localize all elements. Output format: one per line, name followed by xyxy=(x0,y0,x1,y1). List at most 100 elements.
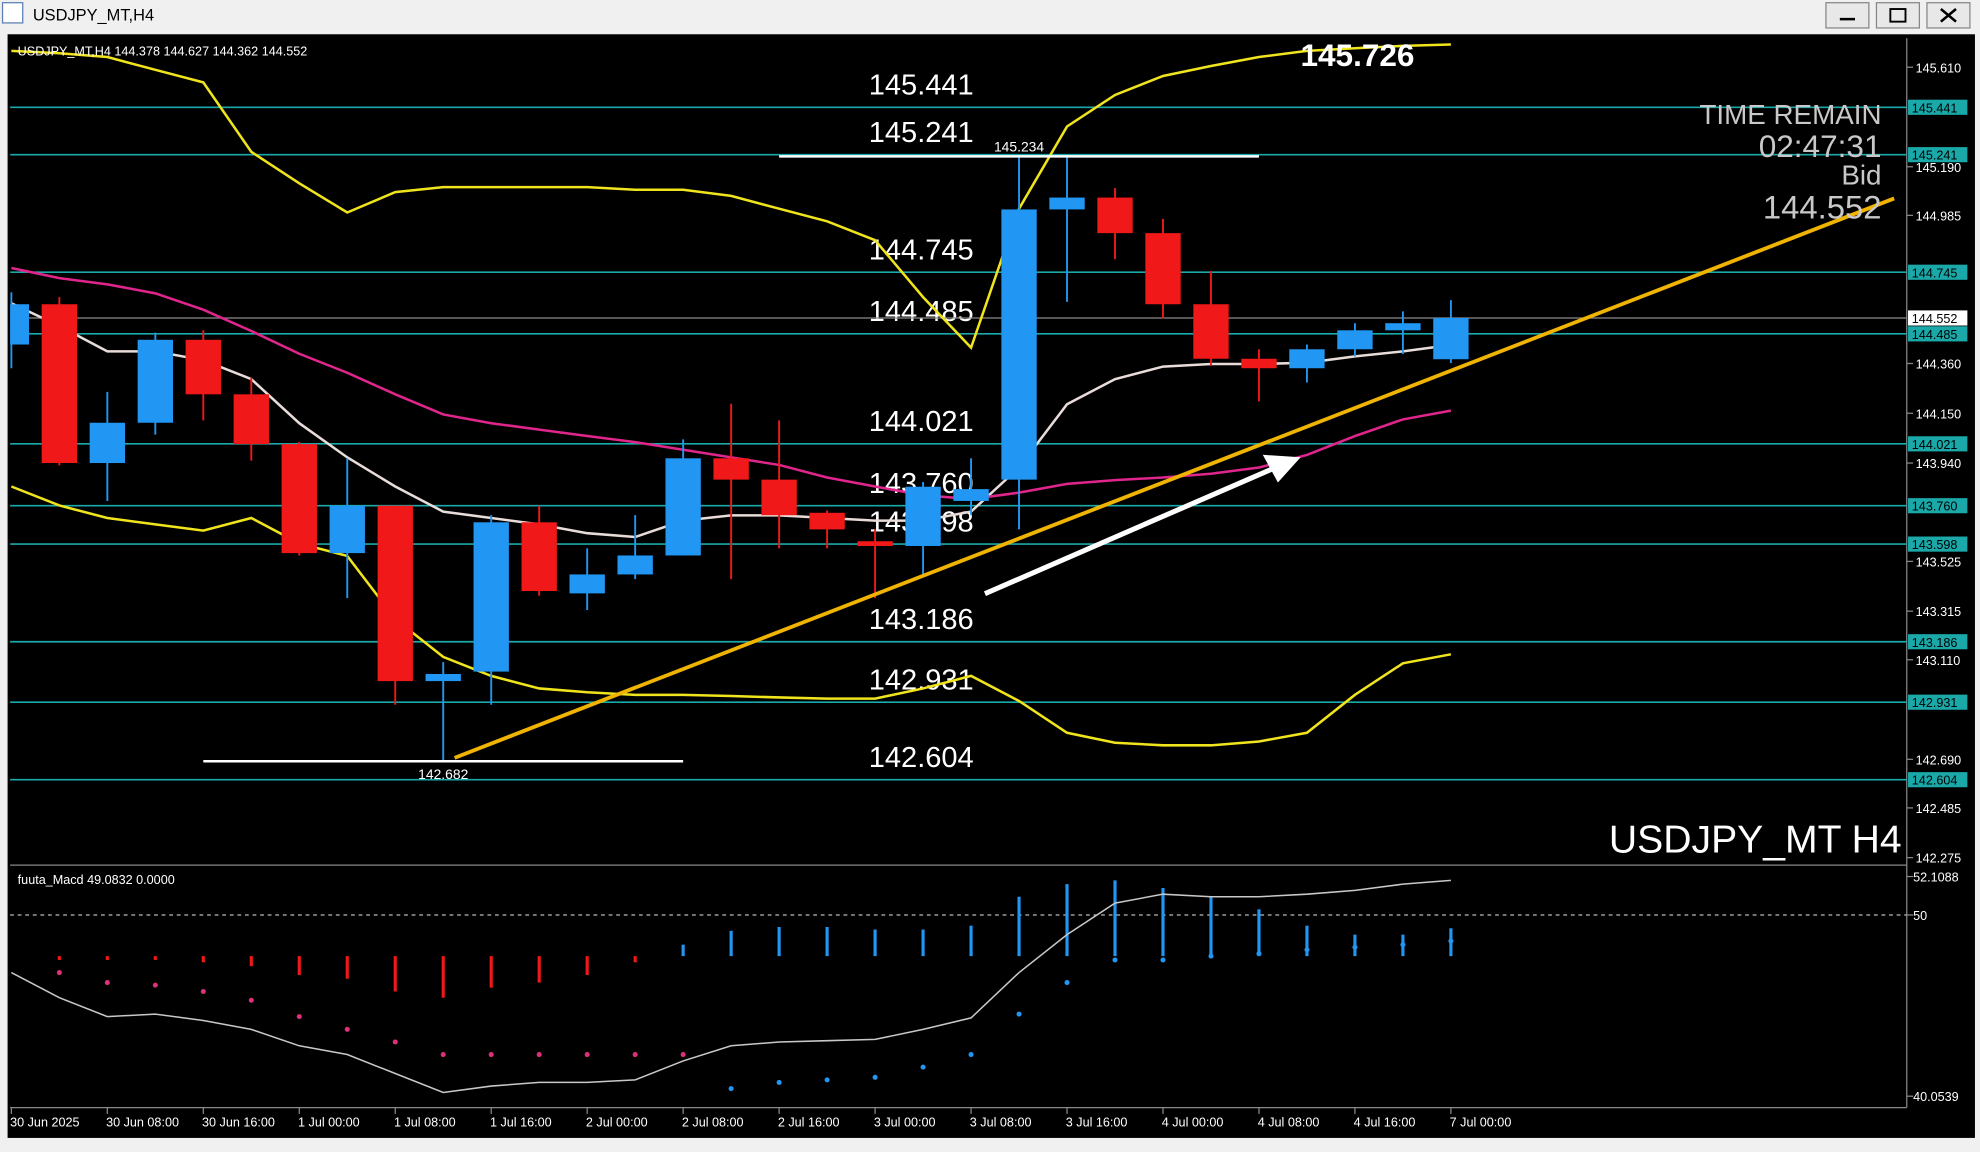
candle-body xyxy=(1097,197,1133,234)
y-tick-label: 142.690 xyxy=(1916,753,1962,767)
level-tag xyxy=(1908,634,1968,650)
x-tick-label: 1 Jul 00:00 xyxy=(298,1116,360,1130)
indicator-y-tick-label: 50 xyxy=(1913,909,1927,923)
candle-body xyxy=(953,489,989,501)
level-tag xyxy=(1908,99,1968,115)
candle-body xyxy=(1337,330,1373,350)
indicator-dot xyxy=(1304,947,1310,953)
level-tag-label: 142.604 xyxy=(1912,774,1958,788)
level-tag-label: 142.931 xyxy=(1912,696,1958,710)
bid-tag-label: 144.552 xyxy=(1912,312,1958,326)
level-tag xyxy=(1908,772,1968,788)
indicator-dot xyxy=(1160,957,1166,963)
indicator-dot xyxy=(680,1052,686,1058)
indicator-dot xyxy=(1016,1011,1022,1017)
level-label: 145.441 xyxy=(869,70,974,102)
indicator-dot xyxy=(1208,953,1214,959)
candle-body xyxy=(1001,209,1037,480)
candle-body xyxy=(761,479,797,516)
bid-label: Bid xyxy=(1841,160,1881,191)
y-tick-label: 144.360 xyxy=(1916,358,1962,372)
candle-body xyxy=(905,486,941,546)
candle-body xyxy=(857,541,893,546)
last-open: 144.378 xyxy=(114,45,160,59)
level-tag xyxy=(1908,264,1968,280)
indicator-dot xyxy=(1256,951,1262,957)
candle-body xyxy=(10,304,30,345)
level-label: 145.241 xyxy=(869,117,974,149)
candle-body xyxy=(569,574,605,594)
last-high: 144.627 xyxy=(164,45,210,59)
indicator-dot xyxy=(56,970,62,976)
candle-body xyxy=(89,422,126,464)
indicator-dot xyxy=(1112,957,1118,963)
last-close: 144.552 xyxy=(262,45,308,59)
candle-body xyxy=(1241,358,1277,369)
candle-body xyxy=(281,444,317,554)
bid-price: 144.552 xyxy=(1763,189,1882,226)
arrow-shaft xyxy=(983,466,1274,596)
x-tick-label: 4 Jul 16:00 xyxy=(1354,1116,1416,1130)
indicator-dot xyxy=(776,1079,782,1085)
low-marker-label: 142.682 xyxy=(418,766,468,782)
candle-body xyxy=(329,505,365,554)
corner-label: USDJPY_MT H4 xyxy=(1609,819,1902,862)
y-tick-label: 143.940 xyxy=(1916,457,1962,471)
trend-line xyxy=(453,196,1895,760)
candle-body xyxy=(617,555,653,575)
indicator-dot xyxy=(632,1052,638,1058)
annotations: USDJPY_MT,H4 144.378 144.627 144.362 144… xyxy=(18,37,1902,887)
indicator-dot xyxy=(872,1074,878,1080)
y-tick-label: 144.985 xyxy=(1916,209,1962,223)
time-remain: 02:47:31 xyxy=(1759,128,1882,164)
level-label: 144.485 xyxy=(869,296,974,328)
y-tick-label: 143.110 xyxy=(1916,654,1961,668)
window-title: USDJPY_MT,H4 xyxy=(33,6,154,24)
candle-body xyxy=(1049,197,1085,210)
symbol-info: USDJPY_MT,H4 144.378 144.627 144.362 144… xyxy=(18,45,308,59)
indicator-dot xyxy=(152,982,158,988)
indicator-line xyxy=(11,879,1451,1094)
level-label: 143.186 xyxy=(869,604,974,636)
indicator-label: fuuta_Macd 49.0832 0.0000 xyxy=(18,873,175,887)
y-tick-label: 145.190 xyxy=(1916,161,1962,175)
close-glyph xyxy=(1940,8,1957,23)
indicator-dot xyxy=(440,1052,446,1058)
level-tag xyxy=(1908,694,1968,710)
indicator-dot xyxy=(248,997,254,1003)
restore-button[interactable] xyxy=(1875,2,1921,29)
minimize-button[interactable] xyxy=(1825,2,1870,29)
y-tick-label: 143.315 xyxy=(1916,605,1962,619)
candle-body xyxy=(1385,323,1421,331)
candle-body xyxy=(1433,317,1469,360)
chart-background xyxy=(7,34,1975,1138)
indicator-dot xyxy=(1064,980,1070,986)
candle-body xyxy=(809,512,845,530)
level-tag xyxy=(1908,326,1968,342)
x-tick-label: 30 Jun 2025 xyxy=(10,1116,79,1130)
level-tag-label: 143.760 xyxy=(1912,500,1958,514)
axes: 145.610 145.190 144.985 144.360 144.150 143.9… xyxy=(10,61,1968,1130)
x-tick-label: 30 Jun 08:00 xyxy=(106,1116,179,1130)
indicator-dot xyxy=(344,1026,350,1032)
candle-body xyxy=(1145,233,1181,305)
indicator-y-tick-label: 40.0539 xyxy=(1913,1090,1959,1104)
indicator-dot xyxy=(968,1052,974,1058)
candle-body xyxy=(425,673,461,682)
indicator-dot xyxy=(392,1039,398,1045)
indicator-dot xyxy=(488,1052,494,1058)
level-tag xyxy=(1908,147,1968,163)
candle-body xyxy=(521,522,557,592)
symbol-name: USDJPY_MT,H4 xyxy=(18,45,111,59)
level-tag-label: 143.598 xyxy=(1912,538,1958,552)
level-label: 144.021 xyxy=(869,406,974,438)
x-tick-label: 1 Jul 08:00 xyxy=(394,1116,456,1130)
candle-body xyxy=(1193,304,1229,359)
indicator-dot xyxy=(296,1014,302,1020)
y-tick-label: 142.485 xyxy=(1916,802,1962,816)
indicator-dot xyxy=(1352,944,1358,950)
indicator-dot xyxy=(536,1052,542,1058)
restore-glyph xyxy=(1889,8,1907,23)
